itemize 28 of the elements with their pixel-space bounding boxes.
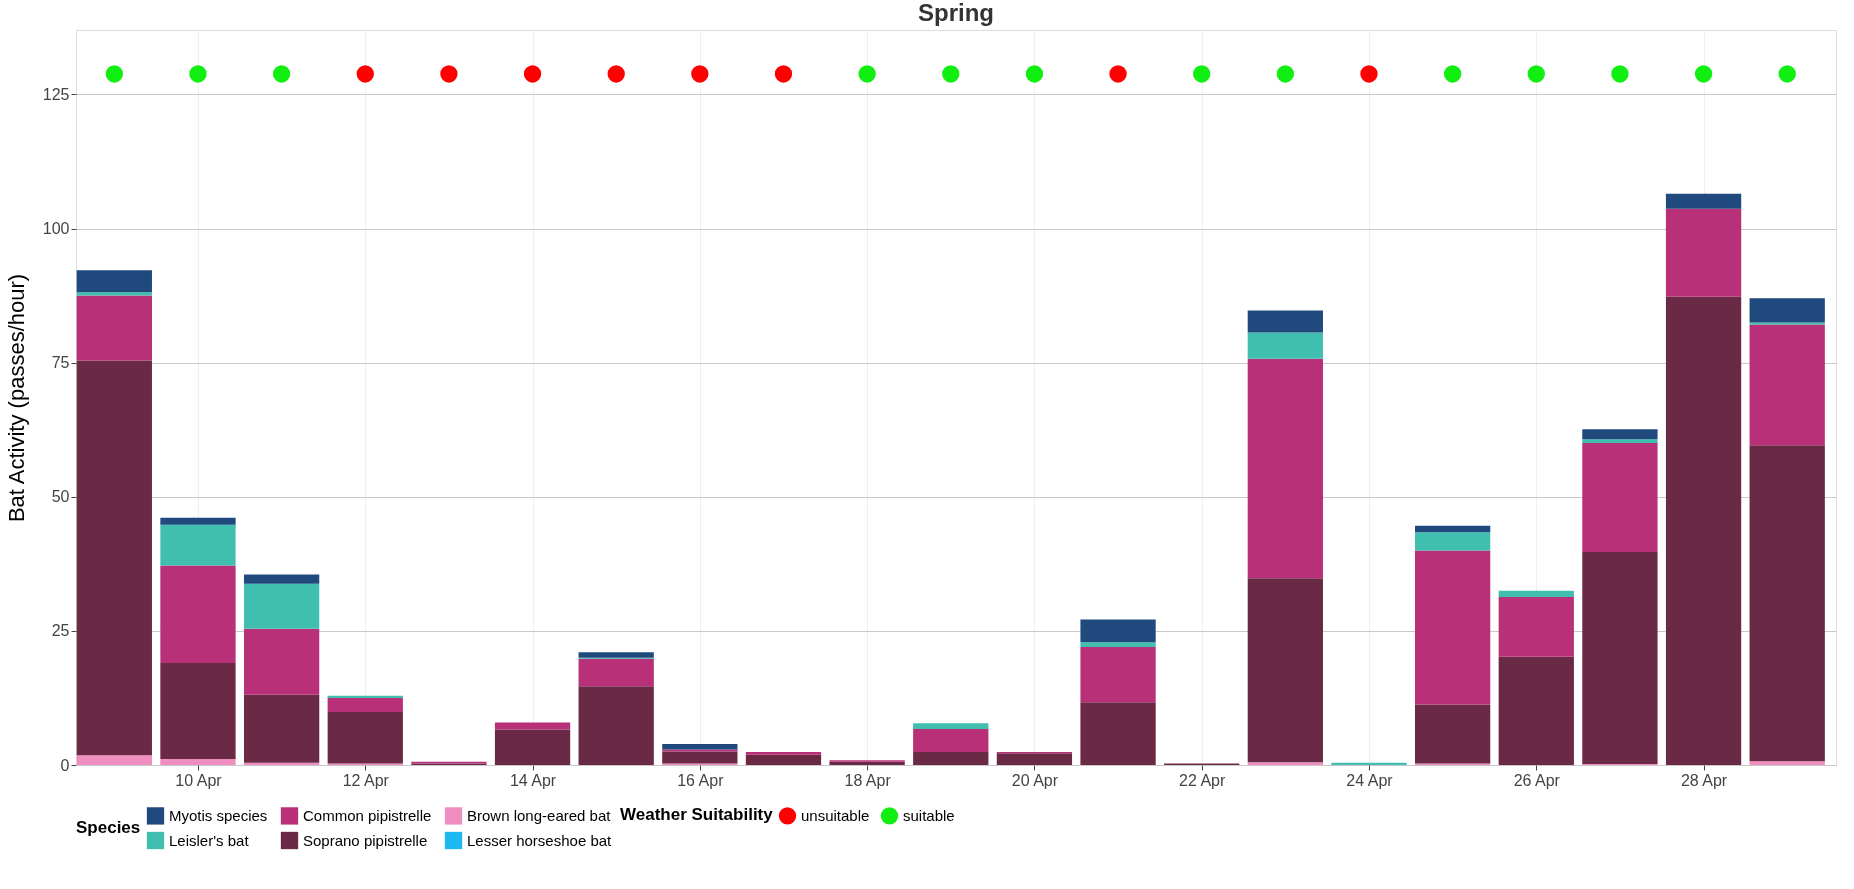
y-tick-label: 100 — [42, 220, 70, 237]
legend-label: Leisler's bat — [169, 831, 250, 849]
x-tick-label: 24 Apr — [1346, 771, 1394, 789]
x-tick-label: 28 Apr — [1680, 771, 1728, 789]
x-tick-label: 16 Apr — [677, 771, 725, 789]
legend-label: Lesser horseshoe bat — [467, 831, 613, 849]
y-tick-label: 50 — [51, 488, 70, 506]
y-tick-label: 125 — [42, 85, 70, 103]
y-axis-title: Bat Activity (passes/hour) — [3, 273, 29, 523]
legend-title: Species — [76, 818, 141, 837]
legend-label: Common pipistrelle — [303, 806, 432, 824]
text: Weather Suitability — [620, 805, 774, 824]
legend-label: unsuitable — [801, 806, 870, 824]
x-tick-label: 22 Apr — [1179, 771, 1226, 789]
x-tick-label: 10 Apr — [175, 771, 223, 789]
chart-title: Spring — [918, 0, 994, 26]
y-tick-label: 75 — [51, 354, 70, 372]
legend-label: suitable — [903, 806, 955, 824]
x-tick-label: 18 Apr — [844, 771, 892, 789]
y-tick-label: 25 — [51, 622, 70, 640]
legend-label: Brown long-eared bat — [467, 806, 612, 824]
y-tick-label: 0 — [60, 756, 70, 774]
x-tick-label: 20 Apr — [1011, 771, 1059, 789]
x-tick-label: 14 Apr — [509, 771, 557, 789]
legend-label: Soprano pipistrelle — [303, 831, 428, 849]
x-tick-label: 26 Apr — [1513, 771, 1561, 789]
x-tick-label: 12 Apr — [342, 771, 390, 789]
legend-label: Myotis species — [169, 806, 268, 824]
